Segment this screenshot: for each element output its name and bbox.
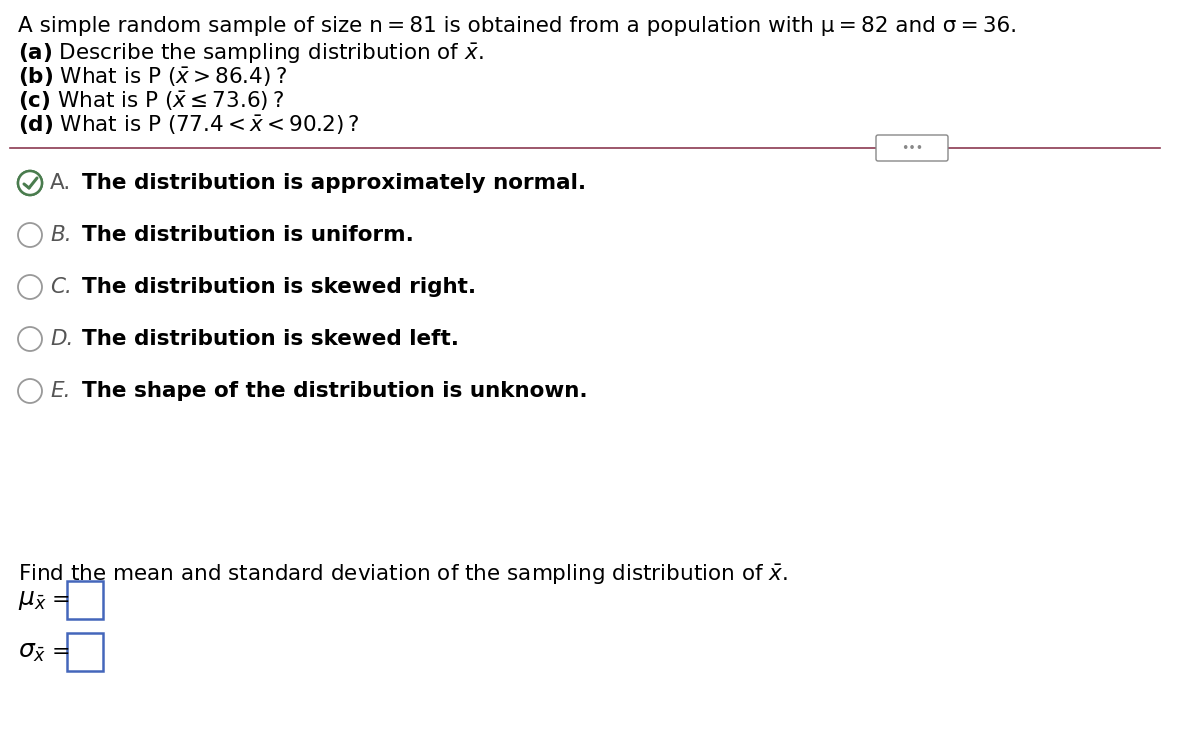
FancyBboxPatch shape [876,135,948,161]
Text: $\mathbf{(a)}$ Describe the sampling distribution of $\bar{x}$.: $\mathbf{(a)}$ Describe the sampling dis… [18,42,484,67]
FancyBboxPatch shape [67,633,102,671]
FancyBboxPatch shape [67,581,102,619]
Text: =: = [52,590,71,610]
Text: The distribution is approximately normal.: The distribution is approximately normal… [82,173,587,193]
Text: $\mathbf{(c)}$ What is P $\left(\bar{x}\leq 73.6\right)$ ?: $\mathbf{(c)}$ What is P $\left(\bar{x}\… [18,90,284,113]
Circle shape [18,327,42,351]
Text: $\mathbf{(b)}$ What is P $\left(\bar{x}>86.4\right)$ ?: $\mathbf{(b)}$ What is P $\left(\bar{x}>… [18,66,287,89]
Text: The distribution is uniform.: The distribution is uniform. [82,225,413,245]
Text: The shape of the distribution is unknown.: The shape of the distribution is unknown… [82,381,588,401]
Circle shape [18,171,42,195]
Text: A simple random sample of size n = 81 is obtained from a population with μ = 82 : A simple random sample of size n = 81 is… [18,16,1017,36]
Text: B.: B. [49,225,72,245]
Text: =: = [52,642,71,662]
Circle shape [18,223,42,247]
Text: Find the mean and standard deviation of the sampling distribution of $\bar{x}$.: Find the mean and standard deviation of … [18,563,788,587]
Circle shape [18,275,42,299]
Text: The distribution is skewed left.: The distribution is skewed left. [82,329,459,349]
Text: $\mu_{\bar{x}}$: $\mu_{\bar{x}}$ [18,588,47,612]
Text: $\mathbf{(d)}$ What is P $\left(77.4<\bar{x}<90.2\right)$ ?: $\mathbf{(d)}$ What is P $\left(77.4<\ba… [18,114,359,138]
Text: E.: E. [49,381,71,401]
Text: •••: ••• [901,141,924,155]
Text: C.: C. [49,277,72,297]
Text: The distribution is skewed right.: The distribution is skewed right. [82,277,476,297]
Circle shape [18,379,42,403]
Text: A.: A. [49,173,71,193]
Text: $\sigma_{\bar{x}}$: $\sigma_{\bar{x}}$ [18,640,46,664]
Circle shape [18,171,42,195]
Text: D.: D. [49,329,73,349]
